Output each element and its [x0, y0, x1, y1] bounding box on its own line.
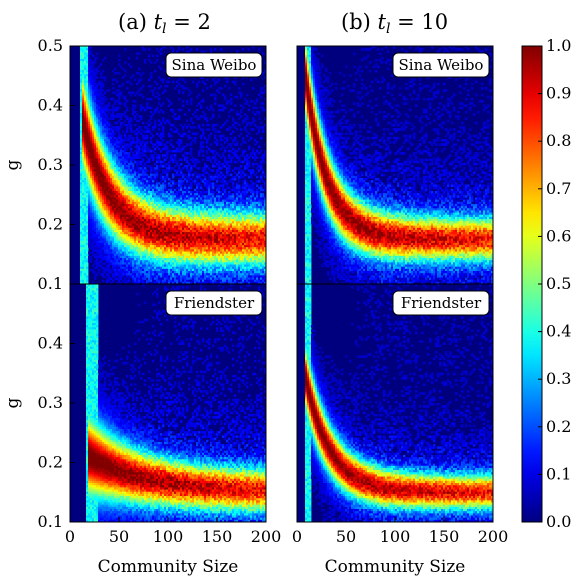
x-tick-label: 200	[251, 527, 282, 546]
colorbar-tick-label: 0.7	[546, 179, 571, 198]
panel-bottom-right: Friendster 0 50 100 150 200 Community Size	[292, 283, 509, 577]
heatmap-cells	[305, 284, 493, 522]
y-tick-label: 0.5	[38, 36, 63, 55]
y-tick-label: 0.3	[38, 393, 63, 412]
colorbar-tick-label: 0.4	[546, 322, 571, 341]
x-tick-label: 50	[336, 527, 356, 546]
panel-top-right: Sina Weibo	[296, 45, 494, 285]
panel-a-title-eq: = 2	[167, 10, 211, 34]
x-tick-label: 150	[202, 527, 233, 546]
annotation-label: Sina Weibo	[172, 56, 257, 74]
x-tick-label: 0	[292, 527, 302, 546]
y-tick-label: 0.2	[38, 215, 63, 234]
panel-a-title-prefix: (a)	[118, 10, 154, 34]
x-tick-label: 100	[153, 527, 184, 546]
y-axis-label: g	[3, 397, 23, 408]
heatmap-cells	[80, 46, 266, 284]
colorbar-tick-label: 0.2	[546, 417, 571, 436]
x-tick-label: 0	[65, 527, 75, 546]
colorbar-tick-label: 0.5	[546, 274, 571, 293]
panel-top-left: Sina Weibo 0.1 0.2 0.3 0.4 0.5 g	[3, 36, 267, 293]
y-axis-label: g	[3, 159, 23, 170]
colorbar: 0.0 0.1 0.2 0.3 0.4 0.5 0.6 0.7 0.8 0.9 1.0	[521, 36, 571, 531]
y-tick-label: 0.2	[38, 453, 63, 472]
colorbar-tick-label: 0.6	[546, 226, 571, 245]
panel-b-title: (b) tl = 10	[341, 10, 448, 37]
panel-b-title-prefix: (b)	[341, 10, 378, 34]
panel-b-title-var: t	[378, 10, 386, 34]
x-tick-label: 150	[429, 527, 460, 546]
colorbar-tick-label: 0.9	[546, 84, 571, 103]
panel-a-title: (a) tl = 2	[118, 10, 211, 37]
panel-bottom-left: Friendster 0.1 0.2 0.3 0.4 0 50 100 150 200 g Commu…	[3, 283, 282, 577]
y-tick-label: 0.3	[38, 155, 63, 174]
colorbar-tick-label: 0.8	[546, 131, 571, 150]
heatmap-cells	[305, 46, 493, 284]
panels-group: Sina Weibo 0.1 0.2 0.3 0.4 0.5 g Sina Weibo Frie…	[3, 36, 508, 577]
x-axis-label: Community Size	[325, 557, 466, 577]
y-tick-label: 0.1	[38, 512, 63, 531]
annotation-label: Friendster	[174, 294, 255, 312]
annotation-badge	[392, 52, 490, 78]
panel-b-title-sub: l	[386, 21, 390, 37]
colorbar-tick-label: 1.0	[546, 36, 571, 55]
heatmap-cells	[86, 284, 266, 522]
panel-a-title-var: t	[154, 10, 162, 34]
panel-a-title-sub: l	[162, 21, 166, 37]
y-tick-label: 0.1	[38, 274, 63, 293]
x-tick-label: 50	[109, 527, 129, 546]
annotation-badge	[165, 290, 263, 316]
colorbar-tick-label: 0.1	[546, 464, 571, 483]
panel-b-title-eq: = 10	[390, 10, 448, 34]
colorbar-tick-label: 0.0	[546, 512, 571, 531]
annotation-badge	[392, 290, 490, 316]
annotation-label: Friendster	[401, 294, 482, 312]
y-tick-label: 0.4	[38, 334, 63, 353]
x-tick-label: 200	[478, 527, 509, 546]
annotation-label: Sina Weibo	[399, 56, 484, 74]
x-axis-label: Community Size	[98, 557, 239, 577]
y-tick-label: 0.4	[38, 96, 63, 115]
annotation-badge	[165, 52, 263, 78]
colorbar-tick-label: 0.3	[546, 369, 571, 388]
x-tick-label: 100	[380, 527, 411, 546]
